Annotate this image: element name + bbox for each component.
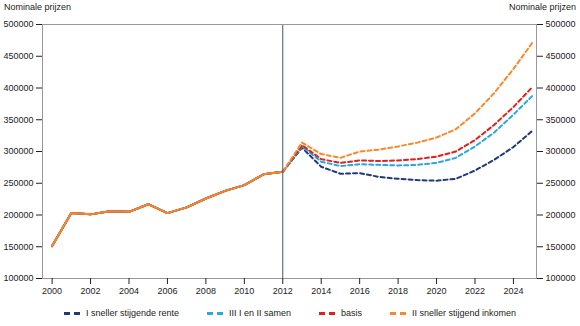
html-text:II sneller stijgend inkomen: II sneller stijgend inkomen — [412, 308, 517, 318]
html-text:Nominale prijzen: Nominale prijzen — [4, 2, 71, 12]
svg-text:2002: 2002 — [81, 286, 101, 296]
html-text:I sneller stijgende rente: I sneller stijgende rente — [85, 308, 179, 318]
svg-text:2006: 2006 — [157, 286, 177, 296]
svg-text:300000: 300000 — [3, 146, 33, 156]
svg-text:2014: 2014 — [311, 286, 331, 296]
svg-text:2020: 2020 — [427, 286, 447, 296]
svg-text:400000: 400000 — [3, 83, 33, 93]
svg-text:250000: 250000 — [546, 178, 576, 188]
svg-text:250000: 250000 — [3, 178, 33, 188]
html-text:III I en II samen: III I en II samen — [229, 308, 291, 318]
svg-text:200000: 200000 — [3, 210, 33, 220]
svg-text:2004: 2004 — [119, 286, 139, 296]
svg-text:450000: 450000 — [546, 51, 576, 61]
html-text:Nominale prijzen: Nominale prijzen — [509, 2, 576, 12]
svg-text:450000: 450000 — [3, 51, 33, 61]
svg-text:350000: 350000 — [546, 115, 576, 125]
svg-text:2018: 2018 — [388, 286, 408, 296]
svg-text:100000: 100000 — [3, 273, 33, 283]
svg-text:2008: 2008 — [196, 286, 216, 296]
svg-text:200000: 200000 — [546, 210, 576, 220]
svg-text:2016: 2016 — [350, 286, 370, 296]
svg-text:100000: 100000 — [546, 273, 576, 283]
html-text:basis: basis — [341, 308, 362, 318]
svg-text:2010: 2010 — [234, 286, 254, 296]
svg-text:500000: 500000 — [546, 19, 576, 29]
svg-text:350000: 350000 — [3, 115, 33, 125]
svg-text:150000: 150000 — [3, 242, 33, 252]
svg-text:2000: 2000 — [42, 286, 62, 296]
svg-text:2012: 2012 — [273, 286, 293, 296]
svg-text:2022: 2022 — [465, 286, 485, 296]
svg-text:400000: 400000 — [546, 83, 576, 93]
svg-text:2024: 2024 — [503, 286, 523, 296]
svg-text:150000: 150000 — [546, 242, 576, 252]
svg-text:500000: 500000 — [3, 19, 33, 29]
svg-text:300000: 300000 — [546, 146, 576, 156]
